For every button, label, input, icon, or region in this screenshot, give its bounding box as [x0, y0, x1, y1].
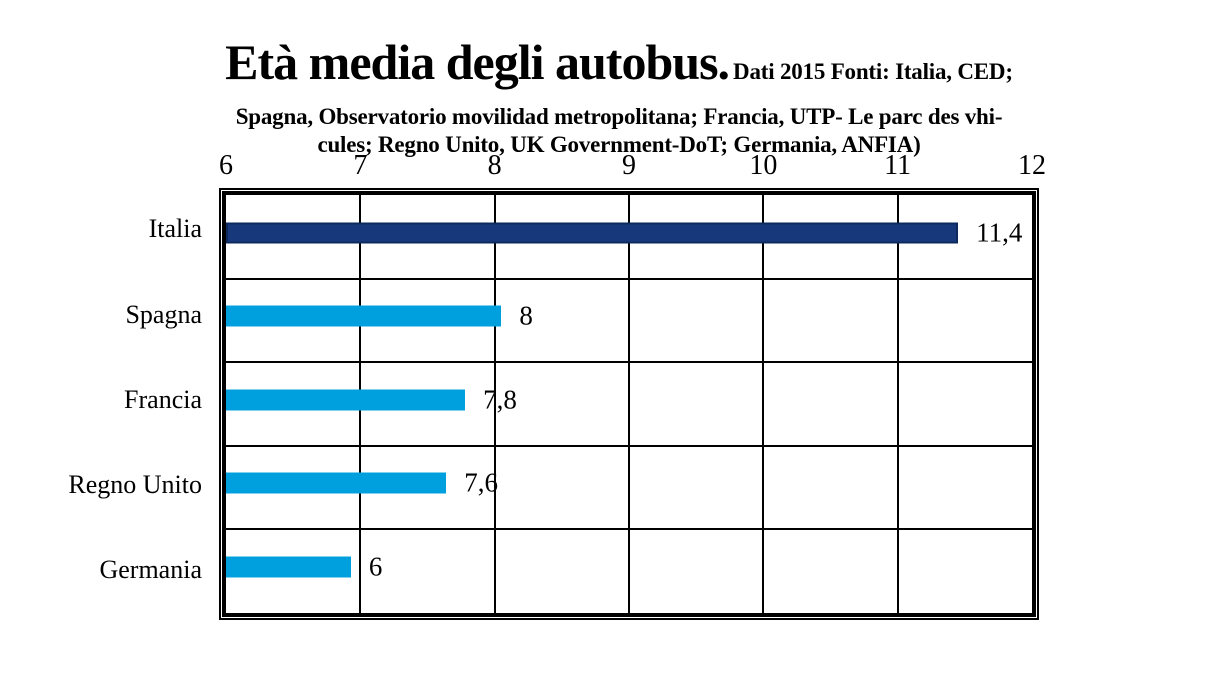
category-row: Germania	[0, 532, 202, 617]
vertical-gridline	[628, 195, 630, 613]
chart-subtitle-line2: Spagna, Observatorio movilidad metropoli…	[235, 104, 1003, 129]
bar-value-label: 7,8	[483, 384, 517, 415]
title-block: Età media degli autobus. Dati 2015 Fonti…	[159, 34, 1079, 159]
bar-value-label: 11,4	[976, 217, 1023, 248]
title-line-1: Età media degli autobus. Dati 2015 Fonti…	[159, 34, 1079, 103]
bar-value-label: 8	[519, 300, 533, 331]
bar-row: 8	[226, 279, 1032, 363]
bar-row: 7,8	[226, 362, 1032, 446]
category-label: Italia	[148, 214, 202, 244]
category-row: Spagna	[0, 276, 202, 361]
bar-value-label: 6	[368, 551, 383, 582]
vertical-gridline	[896, 195, 899, 613]
bar-spagna	[226, 305, 502, 327]
horizontal-gridline	[226, 528, 1032, 531]
x-axis-ticks: 6 7 8 9 10 11 12	[219, 148, 1046, 184]
category-label: Francia	[124, 384, 202, 414]
chart-title: Età media degli autobus.	[225, 34, 730, 90]
category-row: Regno Unito	[0, 447, 202, 532]
bar-regno-unito	[226, 472, 447, 494]
bar-italia	[226, 222, 959, 244]
x-tick-label: 8	[487, 150, 502, 181]
chart-subtitle-inline: Dati 2015 Fonti: Italia, CED;	[733, 59, 1013, 84]
bar-row: 11,4	[226, 195, 1032, 279]
category-label: Germania	[99, 555, 202, 585]
x-tick-label: 9	[622, 150, 636, 181]
category-row: Italia	[0, 191, 202, 276]
category-label: Spagna	[125, 299, 202, 329]
horizontal-gridline	[226, 444, 1032, 447]
chart-subtitle-line3: cules; Regno Unito, UK Government-DoT; G…	[317, 132, 921, 157]
bar-value-label: 7,6	[464, 467, 499, 498]
plot-area: 11,4 8 7,8 7,6 6	[219, 188, 1039, 620]
x-tick-label: 12	[1018, 150, 1046, 181]
horizontal-gridline	[226, 277, 1032, 280]
bar-row: 6	[226, 529, 1032, 613]
bar-francia	[226, 389, 466, 411]
bar-germania	[226, 556, 351, 578]
x-tick-label: 7	[353, 150, 368, 181]
vertical-gridline	[493, 195, 496, 613]
plot-grid: 11,4 8 7,8 7,6 6	[226, 195, 1032, 613]
x-tick-label: 6	[219, 150, 233, 181]
bar-row: 7,6	[226, 446, 1032, 530]
category-axis-labels: Italia Spagna Francia Regno Unito Germania	[0, 191, 212, 617]
horizontal-gridline	[226, 361, 1032, 364]
category-row: Francia	[0, 361, 202, 446]
category-label: Regno Unito	[68, 469, 202, 499]
x-tick-label: 10	[749, 150, 778, 181]
vertical-gridline	[762, 195, 765, 613]
x-tick-label: 11	[884, 150, 912, 181]
